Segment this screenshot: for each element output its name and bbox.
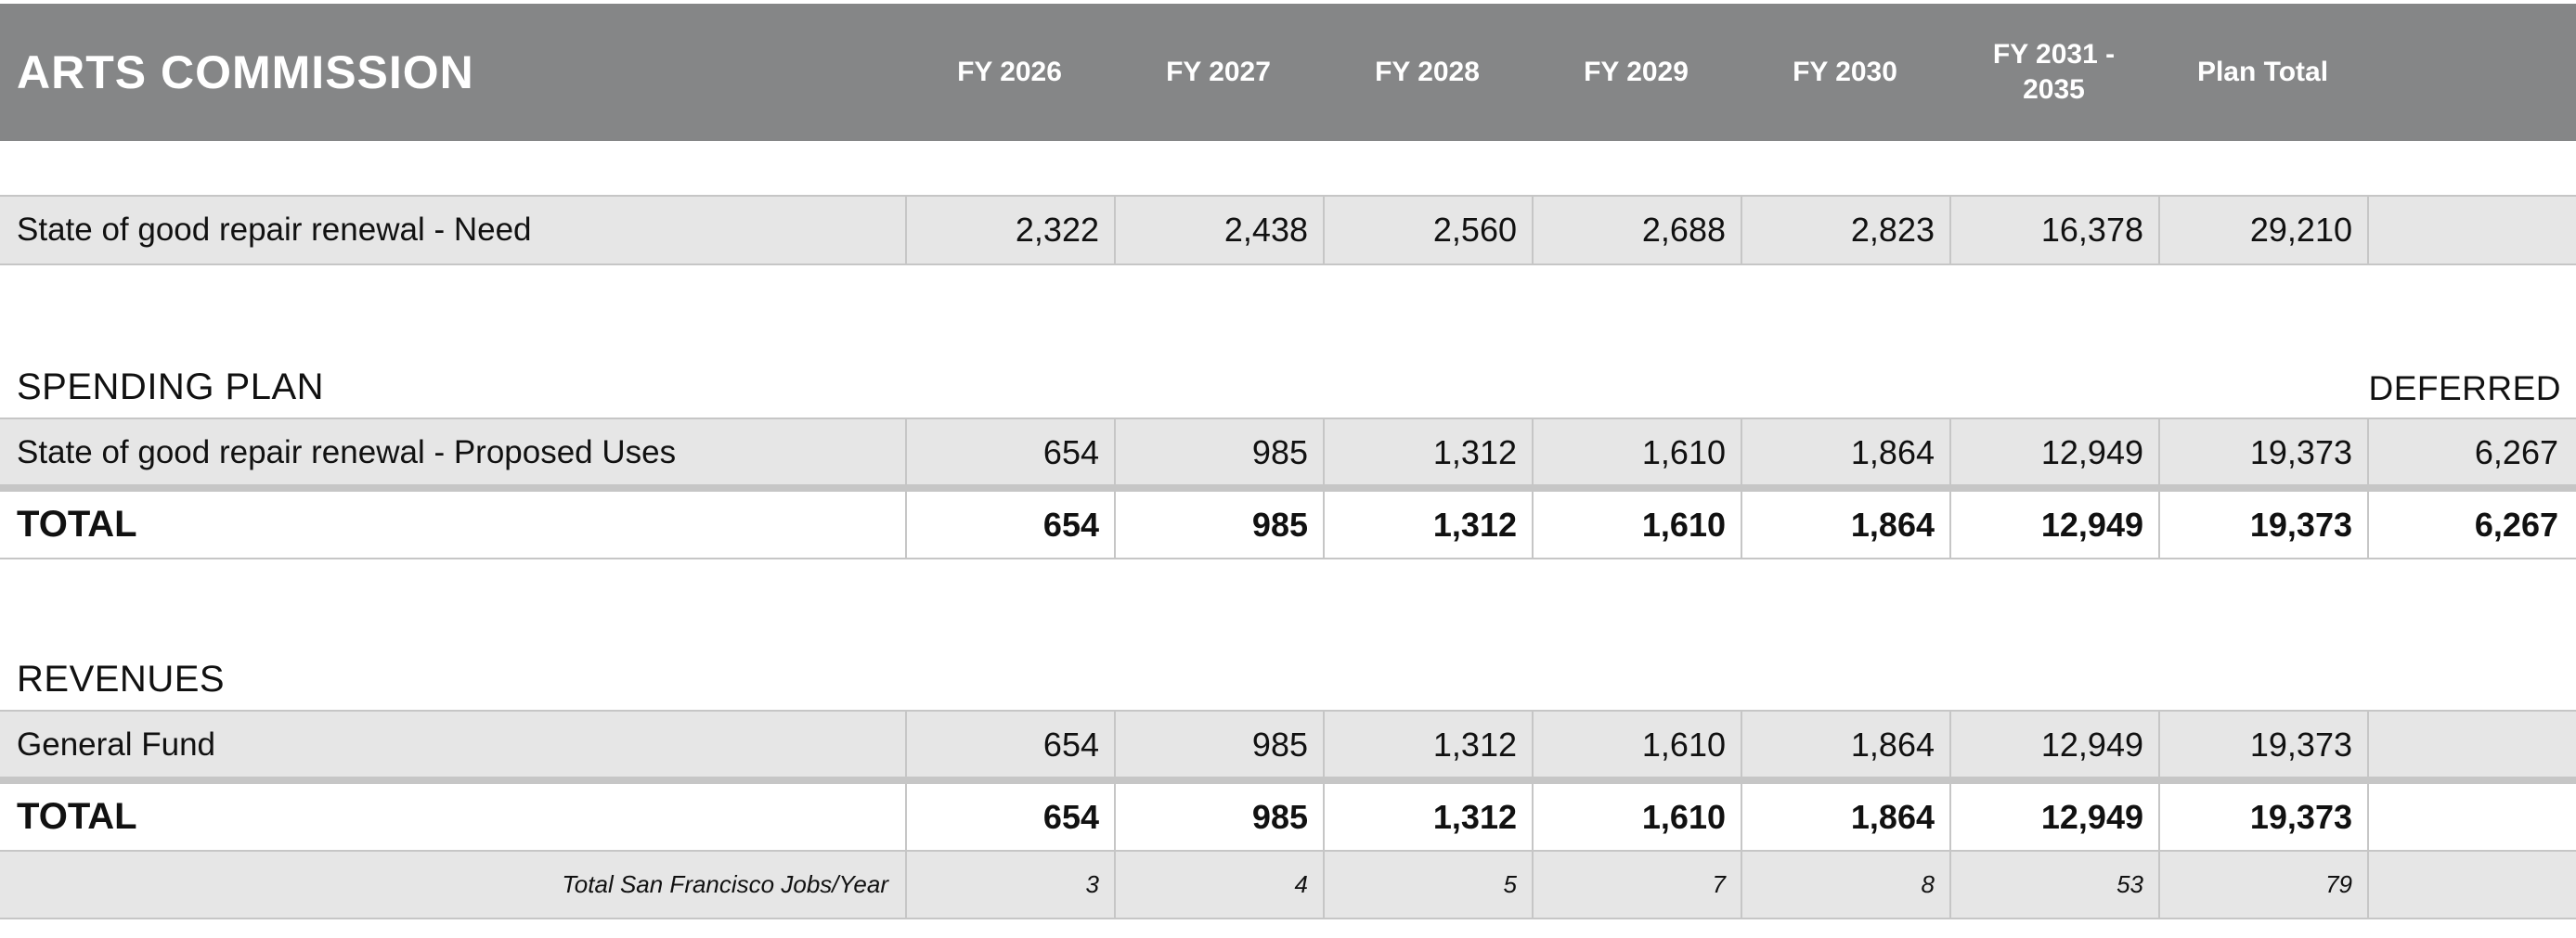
column-header-fy2030: FY 2030: [1793, 57, 1897, 87]
table-cell: 1,864: [1741, 712, 1949, 778]
table-cell: 1,864: [1741, 784, 1949, 850]
table-cell: 2,322: [905, 197, 1114, 263]
table-cell: 2,438: [1114, 197, 1323, 263]
deferred-column-label: DEFERRED: [2368, 369, 2561, 407]
table-cell: 654: [905, 419, 1114, 486]
table-cell: 1,610: [1532, 784, 1741, 850]
column-header-plan-total: Plan Total: [2196, 57, 2329, 87]
general-fund-row: General Fund 654 985 1,312 1,610 1,864 1…: [0, 710, 2576, 778]
table-cell: 7: [1532, 852, 1741, 918]
table-cell: 12,949: [1949, 784, 2158, 850]
column-header-fy2026: FY 2026: [957, 57, 1062, 87]
table-header: ARTS COMMISSION FY 2026 FY 2027 FY 2028 …: [0, 4, 2576, 141]
table-cell: [2367, 852, 2573, 918]
table-cell: 1,312: [1323, 784, 1532, 850]
column-header-fy2028: FY 2028: [1375, 57, 1480, 87]
row-label: State of good repair renewal - Proposed …: [17, 434, 677, 470]
table-cell: 654: [905, 712, 1114, 778]
table-cell: 985: [1114, 419, 1323, 486]
page-title: ARTS COMMISSION: [17, 46, 474, 98]
table-cell: 12,949: [1949, 419, 2158, 486]
row-label: TOTAL: [17, 796, 137, 837]
table-cell: 5: [1323, 852, 1532, 918]
table-cell: 12,949: [1949, 492, 2158, 558]
table-cell: 6,267: [2367, 492, 2573, 558]
section-heading-spending-plan: SPENDING PLAN: [17, 366, 325, 407]
table-cell: 985: [1114, 784, 1323, 850]
table-cell: 1,312: [1323, 419, 1532, 486]
table-cell: 1,610: [1532, 492, 1741, 558]
column-header-fy2027: FY 2027: [1166, 57, 1271, 87]
column-header-fy2031-2035: FY 2031 - 2035: [1992, 39, 2116, 105]
table-cell: 2,560: [1323, 197, 1532, 263]
spending-total-row: TOTAL 654 985 1,312 1,610 1,864 12,949 1…: [0, 484, 2576, 559]
table-cell: 16,378: [1949, 197, 2158, 263]
row-label: General Fund: [17, 726, 216, 763]
table-cell: [2367, 197, 2573, 263]
table-cell: [2367, 712, 2573, 778]
table-cell: 985: [1114, 712, 1323, 778]
table-cell: 53: [1949, 852, 2158, 918]
row-label: Total San Francisco Jobs/Year: [562, 870, 888, 898]
table-cell: 19,373: [2158, 712, 2367, 778]
table-cell: 19,373: [2158, 784, 2367, 850]
need-row: State of good repair renewal - Need 2,32…: [0, 195, 2576, 265]
table-cell: 6,267: [2367, 419, 2573, 486]
table-cell: 79: [2158, 852, 2367, 918]
table-cell: 2,688: [1532, 197, 1741, 263]
table-cell: 1,312: [1323, 492, 1532, 558]
section-heading-revenues: REVENUES: [17, 659, 226, 700]
table-cell: 1,312: [1323, 712, 1532, 778]
table-cell: 1,610: [1532, 712, 1741, 778]
table-cell: 19,373: [2158, 492, 2367, 558]
table-cell: 1,864: [1741, 492, 1949, 558]
table-cell: 985: [1114, 492, 1323, 558]
column-header-fy2029: FY 2029: [1584, 57, 1689, 87]
table-cell: 29,210: [2158, 197, 2367, 263]
jobs-row: Total San Francisco Jobs/Year 3 4 5 7 8 …: [0, 852, 2576, 919]
table-cell: 654: [905, 784, 1114, 850]
proposed-uses-row: State of good repair renewal - Proposed …: [0, 418, 2576, 486]
table-cell: 4: [1114, 852, 1323, 918]
table-cell: 2,823: [1741, 197, 1949, 263]
table-cell: [2367, 784, 2573, 850]
table-cell: 3: [905, 852, 1114, 918]
revenues-total-row: TOTAL 654 985 1,312 1,610 1,864 12,949 1…: [0, 777, 2576, 852]
row-label: State of good repair renewal - Need: [17, 212, 532, 248]
table-cell: 19,373: [2158, 419, 2367, 486]
table-cell: 12,949: [1949, 712, 2158, 778]
table-cell: 1,864: [1741, 419, 1949, 486]
table-cell: 8: [1741, 852, 1949, 918]
table-cell: 1,610: [1532, 419, 1741, 486]
table-cell: 654: [905, 492, 1114, 558]
row-label: TOTAL: [17, 504, 137, 545]
